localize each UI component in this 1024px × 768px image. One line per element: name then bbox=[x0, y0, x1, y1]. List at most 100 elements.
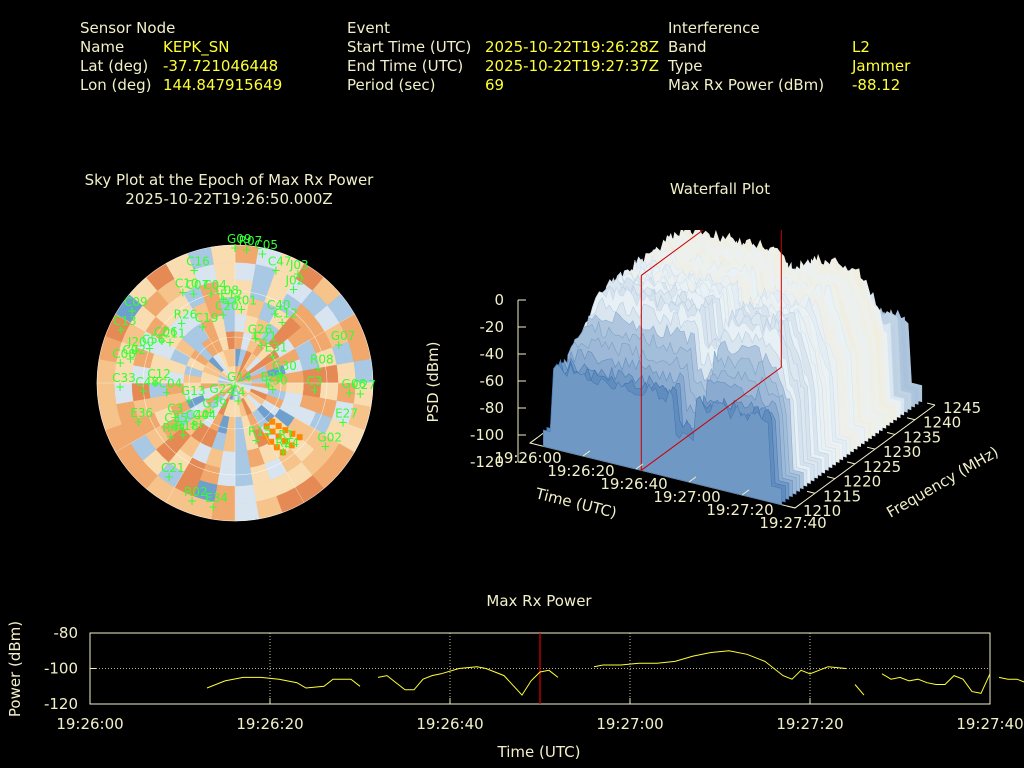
waterfall-x-tick bbox=[529, 437, 538, 444]
waterfall-z-label: PSD (dBm) bbox=[424, 341, 442, 422]
satellite-marker: + bbox=[208, 500, 218, 514]
satellite-marker: + bbox=[188, 287, 198, 301]
interference-heading: Interference bbox=[668, 19, 760, 37]
power-x-tick-label: 19:26:20 bbox=[236, 715, 303, 733]
interference-power-label: Max Rx Power (dBm) bbox=[668, 76, 825, 94]
satellite-marker: + bbox=[138, 384, 148, 398]
satellite-label: C13 bbox=[113, 314, 137, 328]
waterfall-z-tick-label: -80 bbox=[480, 399, 505, 417]
satellite-label: R08 bbox=[310, 352, 334, 366]
satellite-label: C33 bbox=[112, 371, 136, 385]
sky-grid-spoke bbox=[234, 313, 355, 384]
satellite-label: C06 bbox=[154, 325, 178, 339]
satellite-marker: + bbox=[165, 335, 175, 349]
power-chart-title: Max Rx Power bbox=[486, 592, 592, 610]
satellite-marker: + bbox=[170, 411, 180, 425]
waterfall-x-tick-label: 19:27:20 bbox=[706, 501, 773, 519]
satellite-label: C47 bbox=[268, 255, 292, 269]
sensor-name-label: Name bbox=[80, 38, 125, 56]
satellite-label: R26 bbox=[174, 308, 198, 322]
satellite-marker: + bbox=[165, 430, 175, 444]
power-x-tick-label: 19:26:00 bbox=[56, 715, 123, 733]
skyplot-title: Sky Plot at the Epoch of Max Rx Power bbox=[84, 171, 374, 189]
waterfall-x-tick bbox=[741, 489, 750, 496]
power-chart: -80 -100 -120 19:26:00 19:26:20 19:26:40 19:27… bbox=[6, 621, 1024, 761]
satellite-marker: + bbox=[230, 379, 240, 393]
satellite-label: G13 bbox=[181, 384, 206, 398]
satellite-label: C10 bbox=[175, 277, 199, 291]
satellite-marker: + bbox=[338, 415, 348, 429]
satellite-marker: + bbox=[271, 264, 281, 278]
waterfall-x-tick bbox=[582, 450, 591, 457]
sky-cell bbox=[234, 261, 257, 282]
satellite-marker: + bbox=[162, 386, 172, 400]
jammer-cell bbox=[282, 438, 289, 445]
satellite-marker: + bbox=[281, 437, 291, 451]
satellite-marker: + bbox=[355, 387, 365, 401]
satellite-marker: + bbox=[184, 393, 194, 407]
waterfall-y-tick bbox=[886, 431, 896, 435]
satellite-marker: + bbox=[150, 376, 160, 390]
satellite-label: E31 bbox=[265, 341, 288, 355]
waterfall-y-tick-label: 1235 bbox=[903, 428, 941, 446]
satellite-label: G30 bbox=[272, 359, 297, 373]
interference-band-value: L2 bbox=[852, 38, 870, 56]
satellite-label: C12 bbox=[147, 367, 171, 381]
power-x-tick-label: 19:27:20 bbox=[776, 715, 843, 733]
satellite-marker: + bbox=[125, 352, 135, 366]
waterfall-y-tick-label: 1225 bbox=[863, 458, 901, 476]
satellite-label: C08 bbox=[215, 283, 239, 297]
satellite-marker: + bbox=[242, 243, 252, 257]
satellite-label: R02 bbox=[184, 485, 208, 499]
satellite-label: C21 bbox=[253, 329, 277, 343]
satellite-label: C07 bbox=[186, 278, 210, 292]
waterfall-z-tick-label: 0 bbox=[494, 291, 504, 309]
power-series-segment bbox=[377, 666, 559, 696]
waterfall-x-tick bbox=[794, 502, 803, 509]
satellite-label: C48 bbox=[135, 375, 159, 389]
satellite-marker: + bbox=[334, 338, 344, 352]
satellite-label: R15 bbox=[248, 425, 272, 439]
waterfall-title: Waterfall Plot bbox=[669, 180, 771, 198]
jammer-cell bbox=[289, 430, 296, 437]
satellite-label: G26 bbox=[248, 323, 273, 337]
satellite-label: E27 bbox=[335, 406, 358, 420]
jammer-cell bbox=[273, 444, 280, 451]
event-end-label: End Time (UTC) bbox=[347, 57, 464, 75]
satellite-marker: + bbox=[178, 286, 188, 300]
satellite-label: C3 bbox=[167, 402, 183, 416]
satellite-label: G22 bbox=[209, 382, 234, 396]
satellite-label: G39 bbox=[202, 396, 227, 410]
satellite-marker: + bbox=[233, 394, 243, 408]
sky-grid-spoke bbox=[165, 382, 236, 503]
satellite-label: R1 bbox=[278, 428, 294, 442]
satellite-label: E36 bbox=[130, 406, 153, 420]
waterfall-y-tick bbox=[866, 446, 876, 450]
sky-cell bbox=[234, 484, 257, 505]
sky-grid-spoke bbox=[234, 382, 355, 453]
skyplot-subtitle: 2025-10-22T19:26:50.000Z bbox=[125, 190, 333, 208]
satellite-marker: + bbox=[195, 417, 205, 431]
satellite-marker: + bbox=[309, 383, 319, 397]
jammer-cell bbox=[279, 449, 286, 456]
power-y-label: Power (dBm) bbox=[6, 621, 24, 717]
satellite-label: R18 bbox=[175, 419, 199, 433]
satellite-label: G07 bbox=[331, 329, 356, 343]
satellite-label: G02 bbox=[317, 430, 342, 444]
satellite-label: C20 bbox=[215, 299, 239, 313]
jammer-cell bbox=[296, 434, 303, 441]
satellite-marker: + bbox=[278, 445, 288, 459]
satellite-label: G09 bbox=[227, 232, 252, 246]
satellite-marker: + bbox=[277, 316, 287, 330]
satellite-marker: + bbox=[288, 282, 298, 296]
satellite-label: E29 bbox=[261, 370, 284, 384]
satellite-label: C05 bbox=[254, 238, 278, 252]
satellite-label: G14 bbox=[227, 370, 252, 384]
sensor-name-value: KEPK_SN bbox=[163, 38, 230, 56]
satellite-marker: + bbox=[251, 434, 261, 448]
satellite-label: C19 bbox=[195, 311, 219, 325]
jammer-cell bbox=[275, 423, 282, 430]
sensor-heading: Sensor Node bbox=[80, 19, 176, 37]
waterfall-y-tick-label: 1210 bbox=[803, 502, 841, 520]
